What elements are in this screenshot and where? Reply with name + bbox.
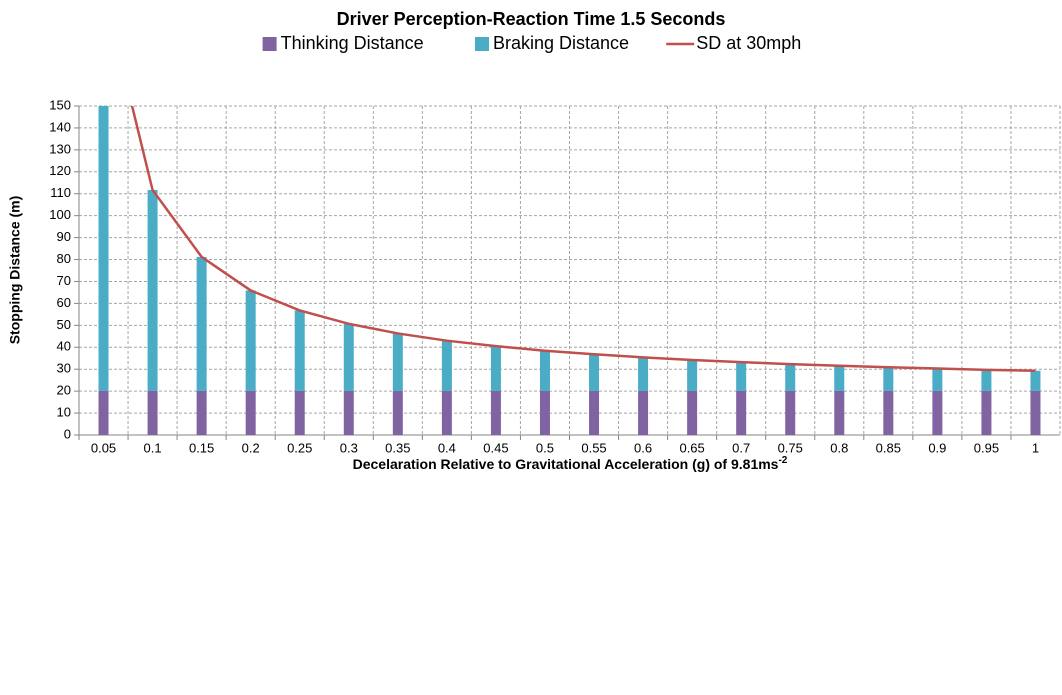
- bar: [539, 350, 550, 391]
- y-tick-label: 60: [57, 295, 71, 310]
- y-tick-label: 10: [57, 405, 71, 420]
- x-tick-label: 0.15: [189, 440, 214, 455]
- bar: [638, 390, 649, 435]
- x-tick-label: 0.1: [144, 440, 162, 455]
- y-tick-label: 50: [57, 317, 71, 332]
- x-tick-label: 1: [1032, 440, 1039, 455]
- bar: [98, 106, 109, 391]
- bar: [294, 390, 305, 435]
- y-tick-label: 120: [49, 163, 71, 178]
- bar: [539, 390, 550, 435]
- bar: [1030, 390, 1041, 435]
- y-tick-label: 80: [57, 251, 71, 266]
- bar: [736, 390, 747, 435]
- x-tick-label: 0.35: [385, 440, 410, 455]
- bar: [245, 390, 256, 435]
- y-tick-label: 130: [49, 141, 71, 156]
- x-tick-label: 0.55: [581, 440, 606, 455]
- bar: [392, 390, 403, 435]
- line: [130, 106, 1036, 372]
- bar: [736, 362, 747, 391]
- y-tick-label: 150: [49, 97, 71, 112]
- bar: [441, 340, 452, 391]
- bar: [932, 368, 943, 391]
- bar: [392, 333, 403, 391]
- bar: [883, 367, 894, 391]
- bar: [441, 390, 452, 435]
- bar: [932, 390, 943, 435]
- bar: [834, 365, 845, 391]
- bar: [490, 390, 501, 435]
- x-tick-label: 0.9: [928, 440, 946, 455]
- y-tick-label: 0: [64, 426, 71, 441]
- x-axis-label-main: Decelaration Relative to Gravitational A…: [353, 456, 779, 472]
- x-tick-label: 0.3: [340, 440, 358, 455]
- x-tick-label: 0.6: [634, 440, 652, 455]
- legend-label: Thinking Distance: [281, 33, 424, 53]
- x-tick-label: 0.25: [287, 440, 312, 455]
- bar: [196, 390, 207, 435]
- y-tick-label: 20: [57, 383, 71, 398]
- bar: [196, 256, 207, 391]
- y-tick-label: 100: [49, 207, 71, 222]
- legend-swatch: [475, 37, 489, 51]
- x-tick-label: 0.2: [242, 440, 260, 455]
- bar: [834, 390, 845, 435]
- y-tick-label: 40: [57, 339, 71, 354]
- bar: [589, 354, 600, 391]
- plot-area: [79, 105, 1061, 436]
- bar: [245, 290, 256, 391]
- x-axis-label: Decelaration Relative to Gravitational A…: [353, 455, 788, 472]
- x-tick-label: 0.65: [679, 440, 704, 455]
- x-tick-label: 0.85: [876, 440, 901, 455]
- y-tick-label: 110: [50, 185, 71, 200]
- bar: [785, 364, 796, 391]
- x-tick-label: 0.5: [536, 440, 554, 455]
- y-axis-label: Stopping Distance (m): [7, 196, 23, 345]
- y-tick-label: 30: [57, 361, 71, 376]
- bar: [147, 390, 158, 435]
- x-tick-label: 0.45: [483, 440, 508, 455]
- bar: [638, 357, 649, 391]
- bar: [687, 359, 698, 391]
- series-group: [98, 106, 1041, 435]
- bar: [785, 390, 796, 435]
- x-tick-label: 0.8: [830, 440, 848, 455]
- bar: [343, 390, 354, 435]
- x-axis-label-sup: -2: [778, 455, 787, 466]
- chart-title: Driver Perception-Reaction Time 1.5 Seco…: [337, 9, 726, 29]
- legend-swatch: [262, 37, 277, 51]
- bar: [1030, 370, 1041, 391]
- y-tick-label: 90: [57, 229, 71, 244]
- x-tick-label: 0.7: [732, 440, 750, 455]
- bar: [294, 310, 305, 391]
- y-tick-label: 140: [49, 119, 71, 134]
- x-tick-label: 0.05: [91, 440, 116, 455]
- bar: [589, 390, 600, 435]
- legend-label: SD at 30mph: [696, 33, 801, 53]
- x-tick-label: 0.4: [438, 440, 456, 455]
- bar: [981, 369, 992, 391]
- bar: [343, 323, 354, 391]
- bar: [490, 346, 501, 391]
- y-tick-label: 70: [57, 273, 71, 288]
- legend: Thinking Distance Braking Distance SD at 3…: [262, 33, 801, 53]
- x-tick-label: 0.95: [974, 440, 999, 455]
- bar: [981, 390, 992, 435]
- bar: [687, 390, 698, 435]
- x-tick-label: 0.75: [778, 440, 803, 455]
- bar: [883, 390, 894, 435]
- bar: [147, 190, 158, 391]
- bar: [98, 390, 109, 435]
- legend-label: Braking Distance: [493, 33, 629, 53]
